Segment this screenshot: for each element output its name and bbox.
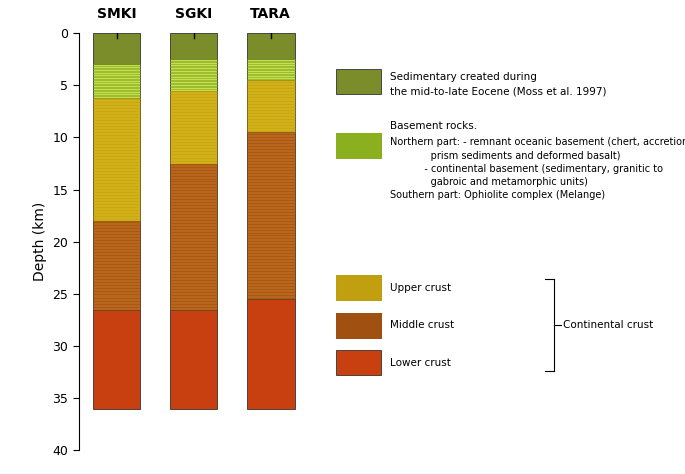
Bar <box>92 98 140 221</box>
Bar <box>336 275 381 300</box>
Text: Northern part: - remnant oceanic basement (chert, accretionary
             pris: Northern part: - remnant oceanic basemen… <box>390 137 685 200</box>
Bar <box>170 59 218 91</box>
Bar <box>170 33 218 59</box>
Bar <box>170 164 218 310</box>
Text: Basement rocks.: Basement rocks. <box>390 121 477 131</box>
Bar <box>92 33 140 64</box>
Text: the mid-to-late Eocene (Moss et al. 1997): the mid-to-late Eocene (Moss et al. 1997… <box>390 87 606 97</box>
Bar <box>247 59 295 80</box>
Bar <box>170 91 218 164</box>
Text: Middle crust: Middle crust <box>390 320 454 330</box>
Text: Upper crust: Upper crust <box>390 283 451 292</box>
Text: SGKI: SGKI <box>175 7 212 21</box>
Y-axis label: Depth (km): Depth (km) <box>33 202 47 282</box>
Bar <box>92 64 140 98</box>
Bar <box>247 80 295 132</box>
Text: SMKI: SMKI <box>97 7 136 21</box>
Bar <box>247 299 295 409</box>
Bar <box>247 132 295 299</box>
Bar <box>92 221 140 310</box>
Bar <box>92 310 140 409</box>
Bar <box>336 313 381 337</box>
Bar <box>336 133 381 158</box>
Bar <box>336 350 381 375</box>
Text: Sedimentary created during: Sedimentary created during <box>390 72 536 82</box>
Text: Continental crust: Continental crust <box>562 320 653 330</box>
Bar <box>170 310 218 409</box>
Bar <box>247 33 295 59</box>
Text: Lower crust: Lower crust <box>390 358 451 368</box>
Text: TARA: TARA <box>250 7 291 21</box>
Bar <box>336 69 381 94</box>
